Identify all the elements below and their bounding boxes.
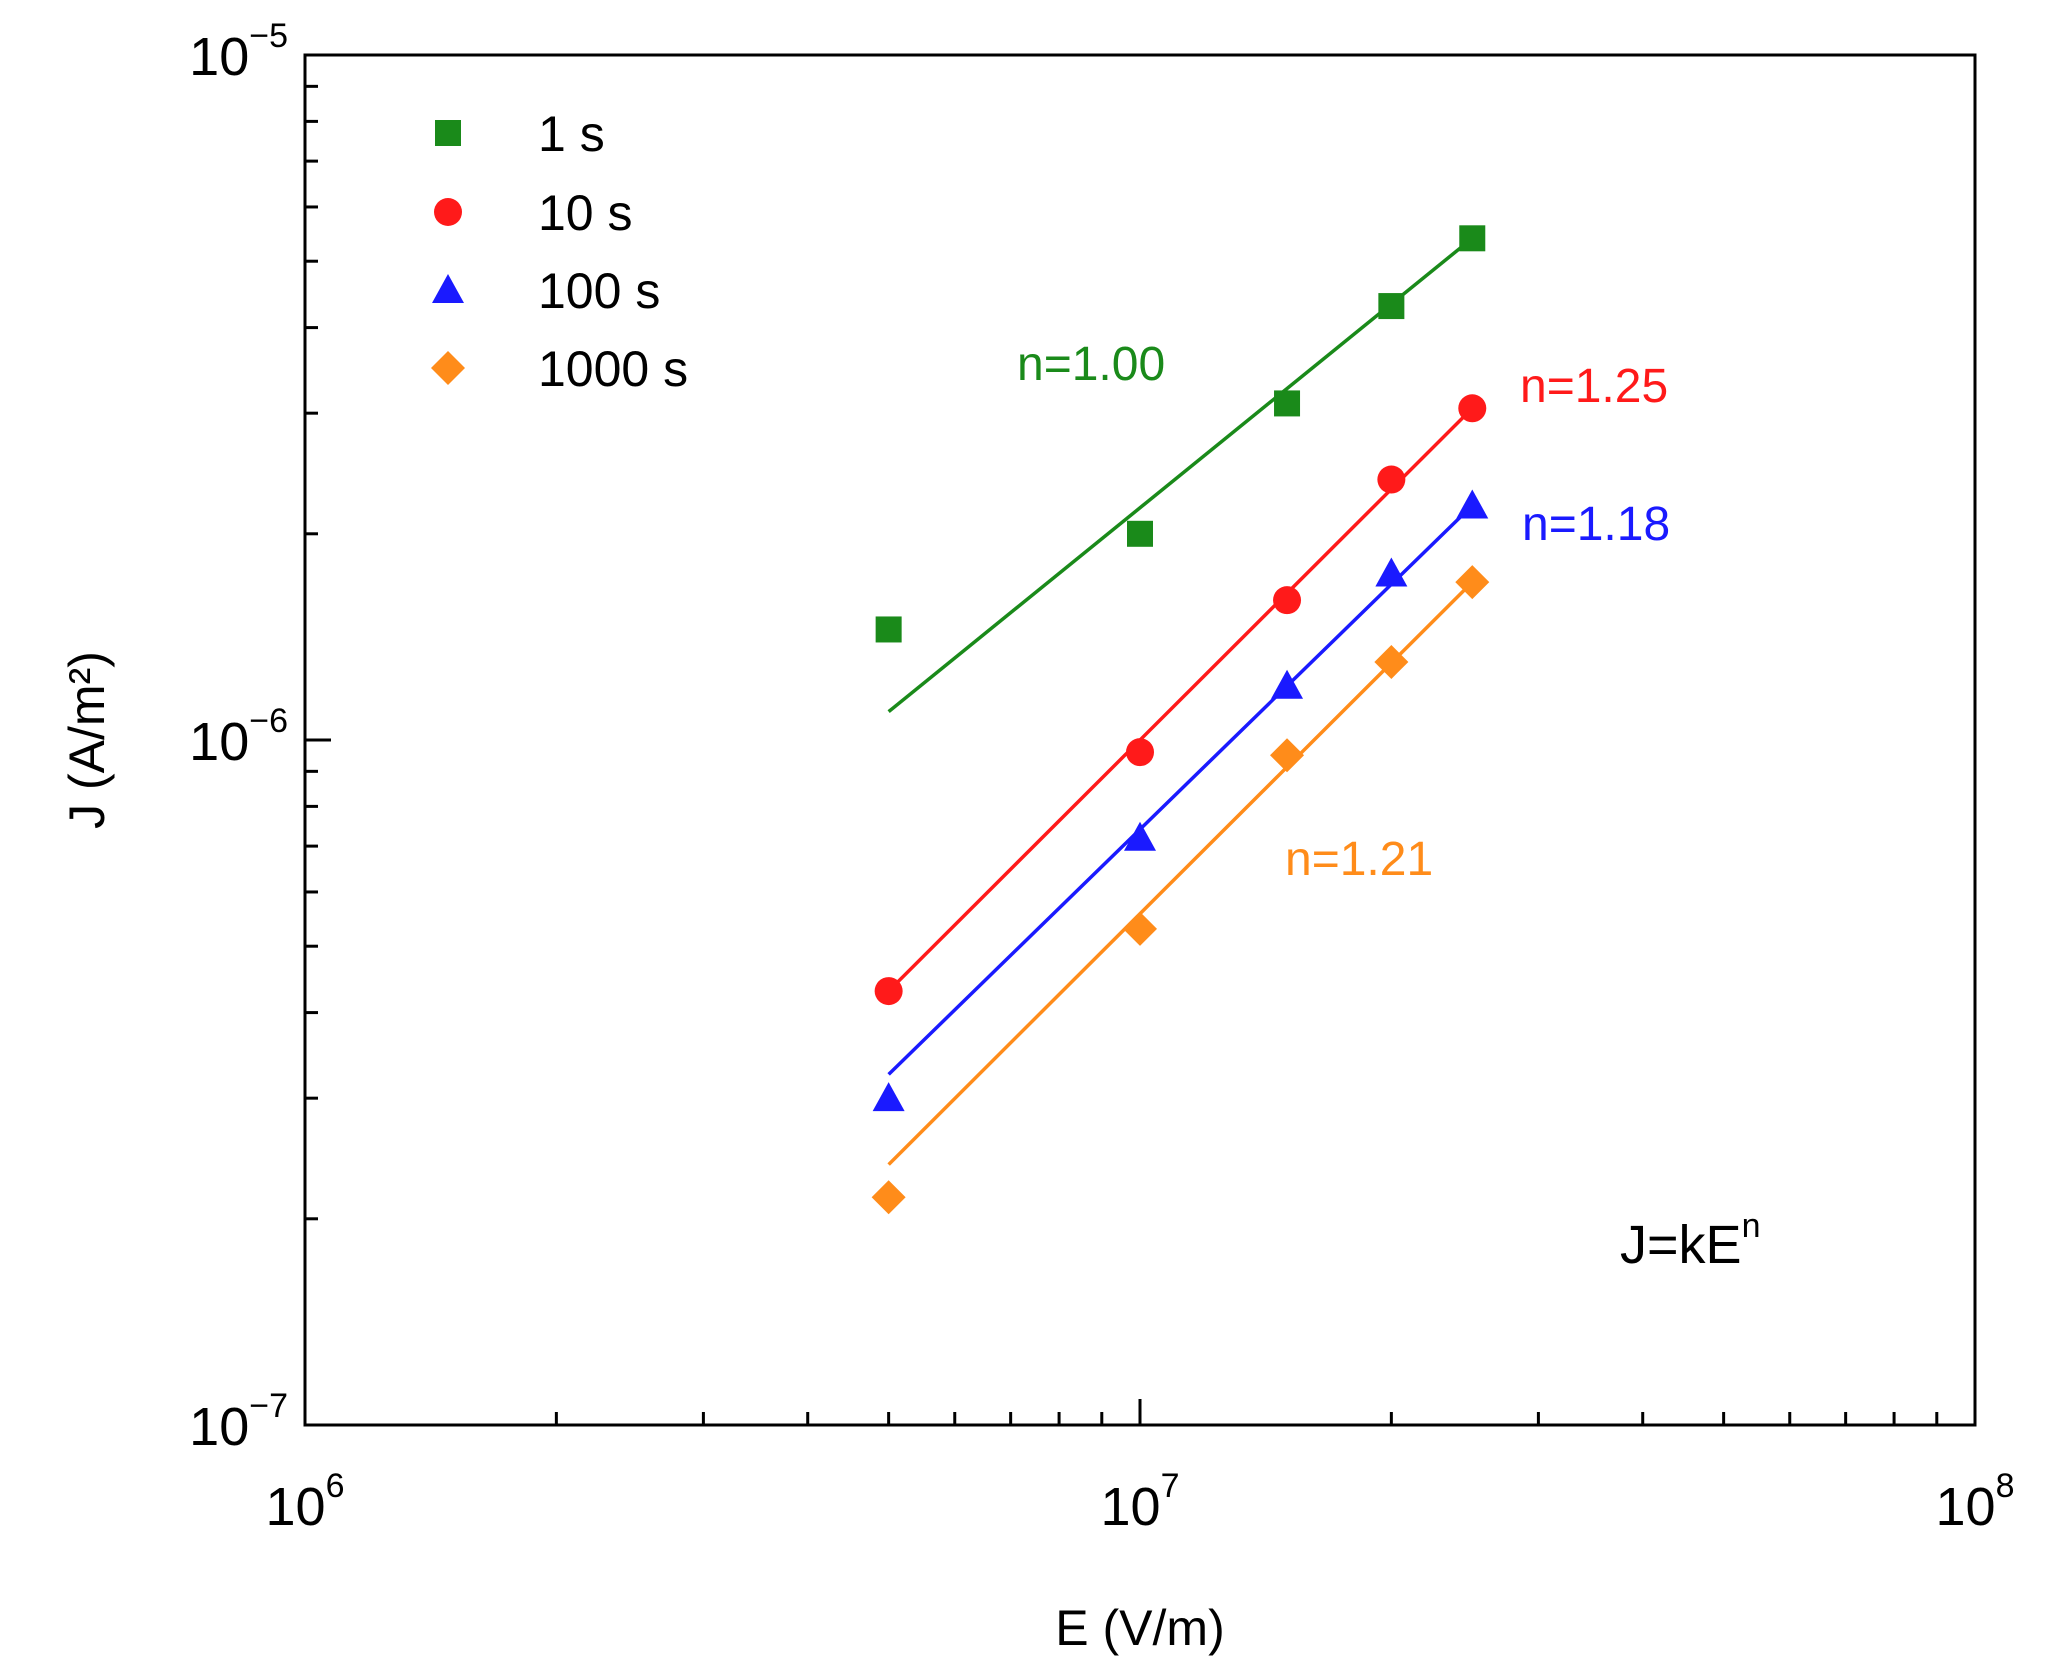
y-tick-label-exponent: −6 xyxy=(249,702,288,740)
data-point-1000-s xyxy=(871,1180,906,1215)
x-tick-label-exponent: 7 xyxy=(1161,1467,1180,1505)
x-tick-label-base: 10 xyxy=(266,1477,326,1537)
fit-line-1-s xyxy=(887,236,1474,714)
fit-label-1000-s: n=1.21 xyxy=(1285,833,1433,886)
fit-line-100-s xyxy=(887,504,1474,1076)
data-point-10-s xyxy=(1458,394,1487,423)
data-point-100-s xyxy=(1456,489,1489,519)
data-point-100-s xyxy=(1271,669,1304,699)
data-point-10-s xyxy=(1273,586,1302,615)
fit-label-100-s: n=1.18 xyxy=(1522,498,1670,551)
x-axis-label: E (V/m) xyxy=(1055,1600,1224,1656)
legend-marker-1-s xyxy=(435,120,461,146)
legend-marker-1000-s xyxy=(431,351,465,385)
data-point-10-s xyxy=(1126,738,1154,767)
legend: 1 s 10 s 100 s 1000 s xyxy=(431,106,688,397)
data-point-1000-s xyxy=(1123,911,1157,946)
y-tick-label: 10−6 xyxy=(189,702,288,772)
legend-label-1000-s: 1000 s xyxy=(538,341,688,397)
data-point-10-s xyxy=(874,977,903,1006)
data-point-1-s xyxy=(1378,293,1405,320)
y-tick-label-base: 10 xyxy=(189,27,249,87)
x-tick-label-exponent: 8 xyxy=(1996,1467,2015,1505)
x-tick-labels: 106 107 108 xyxy=(266,1467,2015,1537)
legend-marker-100-s xyxy=(432,274,464,303)
y-tick-label-base: 10 xyxy=(189,1397,249,1457)
minor-ticks xyxy=(305,84,1939,1425)
fit-label-10-s: n=1.25 xyxy=(1520,360,1668,413)
fit-line-10-s xyxy=(887,407,1474,993)
y-tick-label: 10−5 xyxy=(189,17,288,87)
legend-marker-10-s xyxy=(434,198,462,226)
x-tick-label-base: 10 xyxy=(1101,1477,1161,1537)
data-point-100-s xyxy=(1375,557,1408,587)
data-point-1000-s xyxy=(1374,644,1409,679)
legend-label-1-s: 1 s xyxy=(538,106,605,162)
data-point-100-s xyxy=(1124,821,1156,851)
fit-label-1-s: n=1.00 xyxy=(1017,338,1165,391)
fit-lines xyxy=(887,236,1474,1166)
data-point-1-s xyxy=(875,616,902,643)
model-equation: J=kEn xyxy=(1620,1207,1760,1275)
major-ticks xyxy=(303,53,1977,1427)
x-tick-label-base: 10 xyxy=(1936,1477,1996,1537)
legend-label-10-s: 10 s xyxy=(538,185,633,241)
data-point-1-s xyxy=(1459,225,1486,252)
data-point-1000-s xyxy=(1455,565,1490,600)
x-tick-label: 106 xyxy=(266,1467,345,1537)
model-equation-base: J=kE xyxy=(1620,1215,1742,1275)
data-point-10-s xyxy=(1377,465,1406,494)
fit-line-1000-s xyxy=(887,580,1474,1166)
data-point-1-s xyxy=(1274,390,1301,417)
x-tick-label: 108 xyxy=(1936,1467,2015,1537)
data-point-1-s xyxy=(1127,520,1153,547)
y-tick-label-exponent: −5 xyxy=(249,17,288,55)
x-tick-label-exponent: 6 xyxy=(326,1467,345,1505)
legend-label-100-s: 100 s xyxy=(538,263,660,319)
y-axis-label: J (A/m²) xyxy=(59,651,115,829)
model-equation-exponent: n xyxy=(1742,1207,1761,1245)
data-points xyxy=(871,225,1490,1215)
data-point-1000-s xyxy=(1270,738,1305,773)
y-tick-label-base: 10 xyxy=(189,712,249,772)
y-tick-label: 10−7 xyxy=(189,1387,288,1457)
x-tick-label: 107 xyxy=(1101,1467,1180,1537)
data-point-100-s xyxy=(872,1082,905,1112)
y-tick-label-exponent: −7 xyxy=(249,1387,288,1425)
y-tick-labels: 10−710−610−5 xyxy=(189,17,288,1457)
